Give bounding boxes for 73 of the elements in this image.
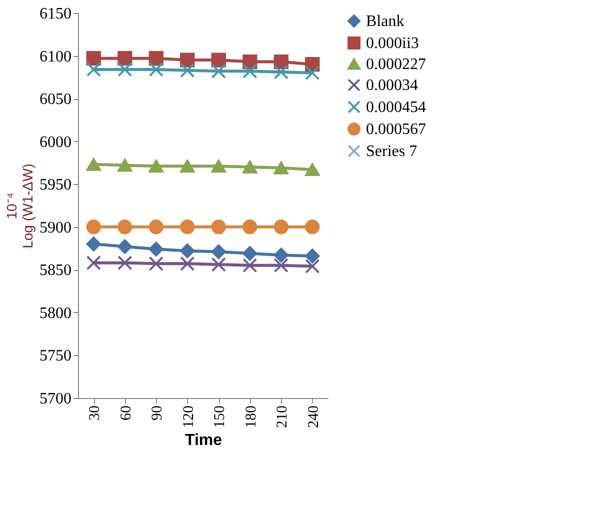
point [118, 255, 132, 270]
point [118, 62, 132, 77]
point [148, 256, 164, 272]
x-tick-label: 120 [180, 406, 197, 428]
point [86, 220, 101, 234]
point [148, 160, 164, 173]
legend-label: 0.000ii3 [366, 35, 419, 52]
point [86, 158, 101, 171]
point [274, 258, 288, 273]
legend-label: 0.000454 [366, 99, 426, 116]
point [118, 239, 132, 254]
y-tick-label: 5900 [40, 219, 72, 236]
y-tick-label: 5950 [40, 176, 72, 194]
point [242, 64, 258, 79]
x-axis-title: Time [184, 432, 222, 449]
legend-label: 0.000227 [366, 56, 426, 73]
point [180, 52, 195, 68]
y-tick-label: 6100 [40, 48, 72, 66]
y-tick-label: 5700 [40, 390, 72, 408]
x-tick-label: 180 [243, 406, 260, 428]
point [274, 220, 288, 234]
point [180, 220, 195, 234]
point [86, 51, 101, 66]
x-tick-label: 210 [274, 406, 291, 428]
point [242, 220, 258, 234]
y-tick-label: 6000 [40, 134, 72, 151]
point [211, 257, 226, 272]
point [274, 161, 288, 174]
point [86, 236, 101, 252]
x-tick-label: 150 [212, 406, 228, 428]
point [305, 248, 320, 264]
y-axis-title: 10⁻⁴ Log (W1-ΔW) [4, 164, 36, 248]
legend-label: Series 7 [366, 143, 418, 160]
legend-label: 0.000567 [366, 121, 426, 138]
point [242, 246, 258, 261]
point [274, 248, 288, 262]
point [274, 64, 288, 80]
point [305, 220, 320, 234]
y-tick-label: 5850 [40, 262, 72, 280]
y-tick-label: 6150 [40, 6, 72, 22]
point [180, 62, 195, 78]
point [211, 64, 226, 79]
point [118, 158, 132, 172]
y-tick-label: 5750 [40, 348, 72, 365]
point [86, 255, 101, 270]
point [242, 258, 258, 273]
point [118, 51, 132, 66]
point [86, 62, 101, 77]
legend-label: Blank [366, 13, 404, 30]
point [118, 220, 132, 234]
point [211, 244, 226, 260]
point [211, 52, 226, 68]
y-tick-label: 5800 [40, 304, 72, 322]
point [274, 54, 288, 70]
x-tick-label: 60 [118, 406, 134, 420]
legend-label: 0.00034 [366, 77, 418, 94]
point [180, 256, 195, 272]
y-tick-label: 6050 [40, 91, 72, 108]
point [180, 160, 195, 173]
point [148, 51, 164, 66]
point [211, 160, 226, 173]
point [305, 163, 320, 176]
x-tick-label: 30 [87, 406, 104, 420]
point [211, 220, 226, 234]
point [305, 258, 320, 274]
point [148, 242, 164, 256]
x-tick-label: 90 [150, 406, 166, 420]
point [242, 160, 258, 174]
x-tick-label: 240 [306, 406, 322, 428]
point [148, 62, 164, 77]
point [148, 220, 164, 234]
point [305, 66, 320, 80]
point [180, 244, 195, 258]
